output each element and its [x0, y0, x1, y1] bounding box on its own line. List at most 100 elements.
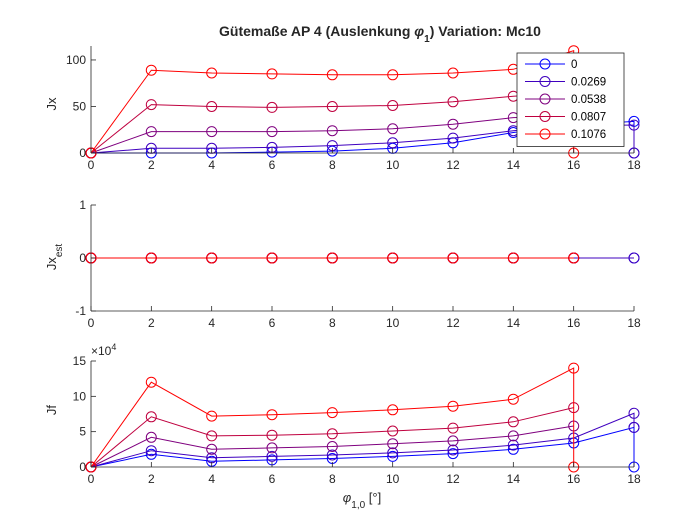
x-tick-label: 18 [627, 316, 641, 330]
data-point [266, 450, 278, 462]
data-point [266, 409, 278, 421]
series-group [85, 252, 640, 264]
x-tick-label: 8 [329, 158, 336, 172]
y-tick-label: 50 [73, 99, 87, 113]
data-point [266, 126, 278, 138]
x-tick-label: 12 [446, 158, 460, 172]
data-point [387, 450, 399, 462]
legend-entry-label: 0 [571, 59, 577, 71]
y-tick-label: 0 [79, 146, 86, 160]
data-point [387, 425, 399, 437]
x-tick-label: 6 [269, 316, 276, 330]
data-point [387, 100, 399, 111]
data-point [447, 132, 459, 144]
data-point [568, 362, 580, 374]
x-tick-label: 4 [208, 158, 215, 172]
ylabel-jx-est: Jxest [44, 244, 65, 271]
x-tick-label: 12 [446, 316, 460, 330]
axes-jx-est: 0 2 4 6 8 10 12 14 16 18-101 [75, 198, 641, 330]
x-tick-label: 8 [329, 316, 336, 330]
data-point [145, 64, 157, 76]
series-line [90, 425, 574, 468]
legend-marker [539, 93, 551, 105]
data-point [387, 252, 399, 264]
x-tick-label: 8 [329, 472, 336, 486]
legend-box [516, 52, 625, 147]
data-point [507, 416, 519, 428]
x-tick-label: 10 [386, 158, 400, 172]
x-tick-label: 2 [148, 472, 155, 486]
data-point [326, 69, 338, 81]
data-point [447, 444, 459, 456]
x-tick-label: 16 [567, 472, 581, 486]
data-point [507, 439, 519, 451]
data-point [206, 430, 218, 442]
data-point [447, 252, 459, 264]
y-tick-label: 10 [73, 389, 87, 403]
data-point [507, 252, 519, 264]
x-tick-label: 4 [208, 472, 215, 486]
ylabel-jf-text: Jf [44, 405, 59, 416]
legend-marker [539, 111, 551, 122]
data-point [447, 435, 459, 447]
data-point [145, 411, 157, 423]
data-point [507, 443, 519, 455]
data-point [447, 422, 459, 434]
x-tick-label: 14 [507, 472, 521, 486]
data-point [326, 441, 338, 452]
data-point [266, 442, 278, 454]
data-point [507, 430, 519, 442]
series-line [90, 115, 574, 154]
data-point [387, 137, 399, 149]
data-point [447, 118, 459, 130]
data-point [326, 449, 338, 461]
data-point [326, 101, 338, 112]
y-tick-label: 0 [79, 460, 86, 474]
y-tick-label: -1 [75, 304, 86, 318]
data-point [387, 69, 399, 81]
ylabel-jx-est-text: Jxest [44, 244, 65, 271]
data-point [568, 252, 580, 264]
legend-entry-label: 0.0807 [571, 112, 606, 124]
y-tick-label: 15 [73, 354, 87, 368]
x-tick-label: 10 [386, 472, 400, 486]
axes-background [91, 361, 634, 467]
legend-entry-label: 0.0269 [571, 77, 606, 89]
data-point [266, 252, 278, 264]
xlabel: φ1,0 [°] [343, 490, 381, 511]
x-tick-label: 6 [269, 472, 276, 486]
y-tick-label: 1 [79, 198, 86, 212]
data-point [387, 447, 399, 459]
data-point [326, 428, 338, 440]
data-point [628, 252, 640, 264]
data-point [266, 429, 278, 441]
y-tick-label: 100 [66, 53, 86, 67]
x-tick-label: 16 [567, 316, 581, 330]
data-point [145, 448, 157, 460]
data-point [387, 404, 399, 416]
x-tick-label: 18 [627, 158, 641, 172]
legend-entry-label: 0.1076 [571, 129, 606, 141]
data-point [206, 252, 218, 264]
data-point [206, 410, 218, 422]
series-line [90, 407, 574, 468]
x-tick-label: 2 [148, 158, 155, 172]
data-point [145, 376, 157, 388]
x-tick-label: 0 [88, 316, 95, 330]
series-group [85, 362, 640, 473]
data-point [628, 407, 640, 419]
data-point [447, 96, 459, 108]
data-point [387, 123, 399, 135]
data-point [628, 421, 640, 433]
ylabel-jx: Jx [44, 97, 59, 111]
series-line [90, 426, 635, 468]
legend-marker [539, 128, 551, 140]
series-line [90, 92, 574, 154]
x-tick-label: 2 [148, 316, 155, 330]
y-tick-label: 0 [79, 251, 86, 265]
x-tick-label: 18 [627, 472, 641, 486]
y-tick-label: 5 [79, 425, 86, 439]
legend: 0 0.0269 0.0538 0.0807 0.1076 [516, 52, 625, 147]
data-point [628, 119, 640, 131]
